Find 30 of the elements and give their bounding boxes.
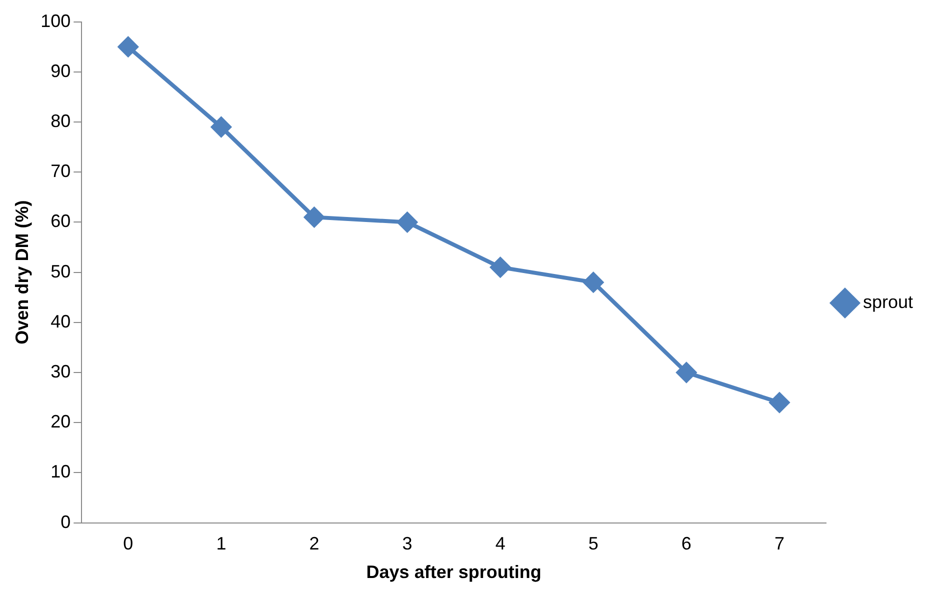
x-tick-label: 4	[495, 534, 506, 554]
y-tick-label: 20	[50, 412, 71, 432]
y-tick-label: 30	[50, 361, 71, 382]
point	[583, 272, 604, 292]
point	[211, 117, 232, 138]
point	[676, 362, 696, 382]
point	[118, 36, 138, 57]
y-tick-label: 70	[50, 161, 71, 182]
y-tick-label: 10	[50, 462, 71, 482]
y-tick-label: 80	[50, 110, 71, 131]
x-tick-label: 1	[216, 534, 226, 554]
x-tick-label: 3	[402, 534, 412, 554]
y-axis-title: Oven dry DM (%)	[12, 200, 32, 344]
point	[490, 257, 510, 278]
legend-label: sprout	[862, 292, 914, 312]
y-tick-label: 60	[50, 211, 71, 232]
y-tick-label: 40	[50, 311, 71, 332]
y-tick-label: 90	[50, 60, 71, 81]
point	[304, 207, 324, 228]
x-tick-label: 2	[309, 534, 320, 554]
y-tick-label: 0	[60, 512, 71, 532]
point	[769, 392, 790, 413]
y-tick-label: 50	[50, 261, 71, 282]
x-tick-label: 0	[123, 534, 134, 554]
x-axis-title: Days after sprouting	[366, 562, 542, 582]
x-tick-label: 6	[681, 534, 692, 554]
x-tick-label: 7	[774, 534, 784, 554]
x-tick-label: 5	[588, 534, 598, 554]
point	[397, 212, 418, 232]
y-tick-label: 100	[40, 10, 71, 31]
